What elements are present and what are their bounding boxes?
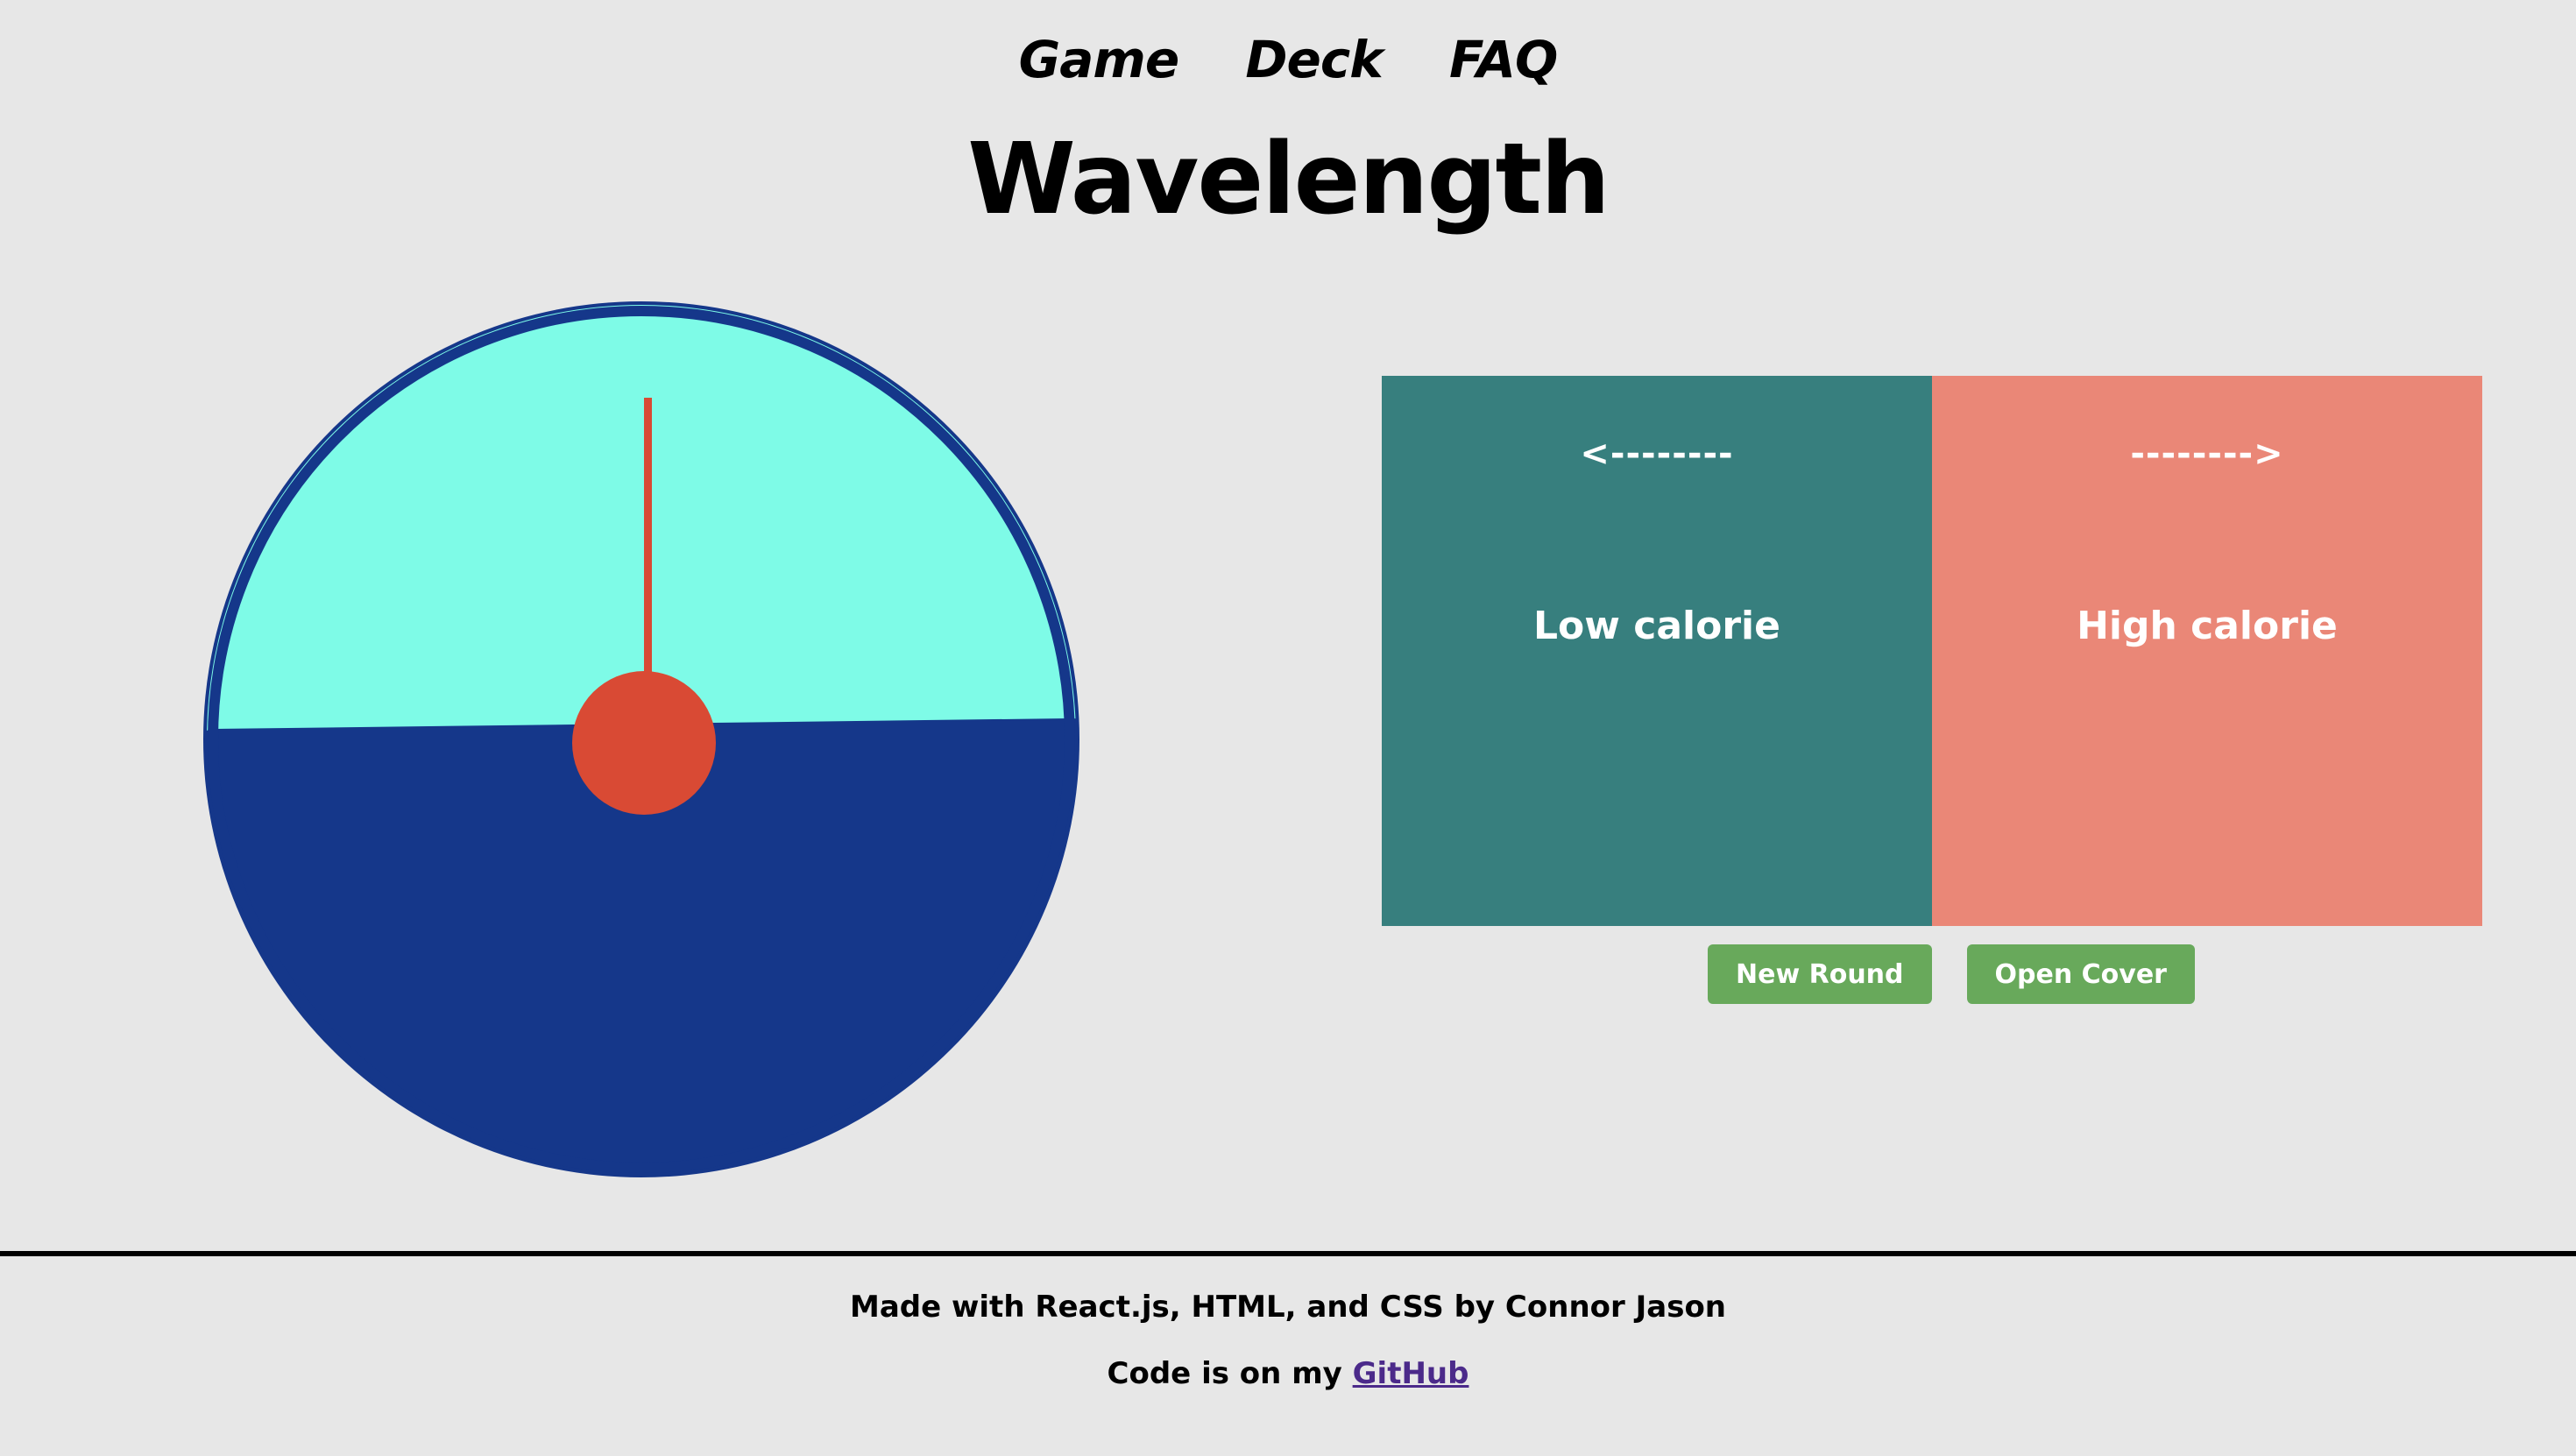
prompt-card: <-------- Low calorie --------> High cal… xyxy=(1382,376,2482,926)
github-link[interactable]: GitHub xyxy=(1352,1356,1469,1391)
footer-divider xyxy=(0,1251,2576,1256)
dial-pivot xyxy=(572,671,716,815)
open-cover-button[interactable]: Open Cover xyxy=(1966,944,2195,1004)
left-arrow: <-------- xyxy=(1580,434,1734,474)
nav-link-game[interactable]: Game xyxy=(1018,30,1180,89)
new-round-button[interactable]: New Round xyxy=(1708,944,1932,1004)
nav-link-faq[interactable]: FAQ xyxy=(1449,30,1558,89)
nav-link-deck[interactable]: Deck xyxy=(1245,30,1383,89)
right-label: High calorie xyxy=(2077,604,2338,648)
left-label: Low calorie xyxy=(1533,604,1780,648)
footer-credits: Made with React.js, HTML, and CSS by Con… xyxy=(849,1290,1727,1325)
footer-code-prefix: Code is on my xyxy=(1107,1356,1342,1391)
round-controls: New Round Open Cover xyxy=(1708,944,2195,1004)
main-nav: Game Deck FAQ xyxy=(0,30,2576,89)
page-title: Wavelength xyxy=(967,123,1610,237)
card-left-side: <-------- Low calorie xyxy=(1382,376,1932,926)
dial-needle[interactable] xyxy=(644,398,652,678)
footer-code-line: Code is on my GitHub xyxy=(0,1356,2576,1391)
dial-screen xyxy=(207,305,1076,734)
card-right-side: --------> High calorie xyxy=(1932,376,2482,926)
wavelength-dial[interactable] xyxy=(202,300,1081,1179)
right-arrow: --------> xyxy=(2130,434,2284,474)
